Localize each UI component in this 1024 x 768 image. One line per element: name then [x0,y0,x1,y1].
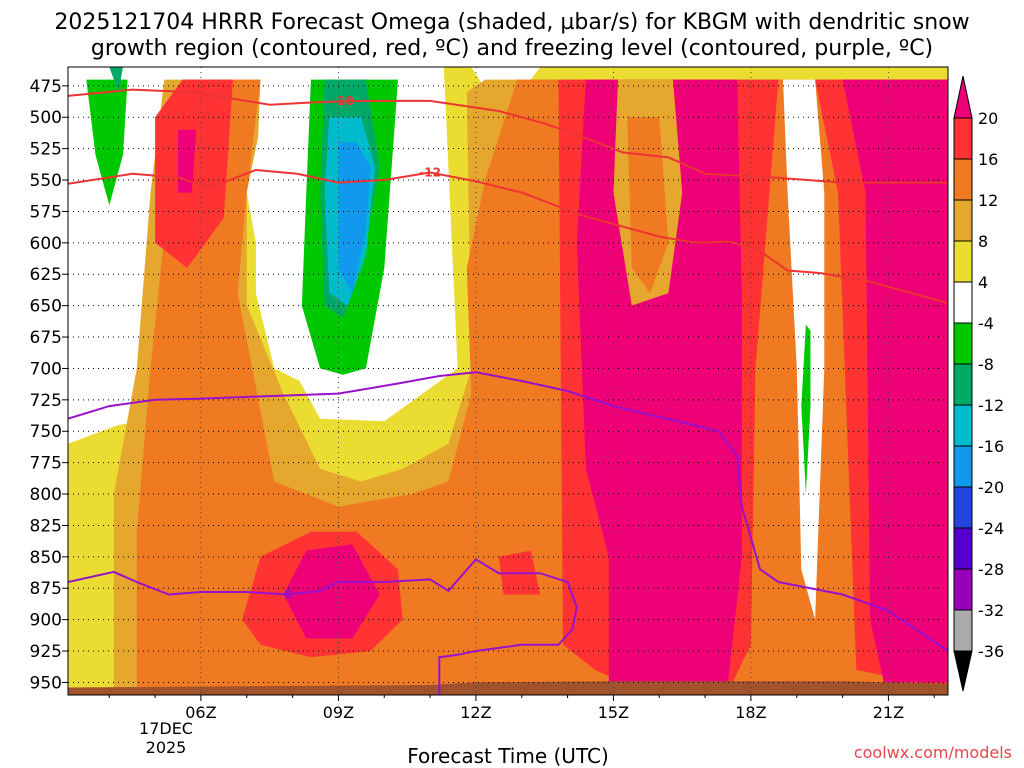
x-tick-label: 21Z [873,703,904,722]
y-tick-label: 775 [30,454,62,474]
colorbar-bottom-arrow [953,650,973,692]
y-tick-label: 525 [30,140,62,160]
colorbar-tick-label: -28 [978,560,1004,579]
colorbar-segment [953,322,973,365]
y-tick-label: 650 [30,297,62,317]
x-tick-label: 06Z [185,703,216,722]
colorbar-segment [953,117,973,160]
y-tick-label: 600 [30,234,62,254]
date-label-line2: 2025 [146,738,187,757]
omega-region-magenta [178,129,197,193]
colorbar-segment [953,609,973,652]
colorbar-tick-label: 20 [978,109,998,128]
freezing-level-contour [68,371,948,652]
omega-region-blue [338,142,371,294]
omega-region-teal [109,67,123,93]
y-tick-label: 900 [30,611,62,631]
dgz-contour [68,168,948,305]
y-tick-label: 950 [30,673,62,693]
omega-region-magenta [842,79,948,683]
colorbar-tick-label: -36 [978,642,1004,661]
x-tick-label: 18Z [735,703,766,722]
y-tick-label: 750 [30,422,62,442]
y-axis: 475 500 525 550 575 600 625 650 675 700 725 750 775 8… [30,77,68,693]
chart-title-line1: 2025121704 HRRR Forecast Omega (shaded, … [54,10,969,35]
credit-text: coolwx.com/models [854,743,1012,762]
colorbar-segment [953,527,973,570]
omega-region-green [801,324,811,494]
plot-frame [67,66,949,696]
colorbar-tick-label: -20 [978,478,1004,497]
y-tick-label: 800 [30,485,62,505]
colorbar-segment [953,363,973,406]
y-tick-label: 625 [30,265,62,285]
dgz-contour-label: -18 [332,94,354,108]
colorbar-segment [953,199,973,242]
freezing-level-contour [68,558,578,695]
dgz-contour-label: -12 [419,166,441,180]
x-tick-label: 09Z [323,703,354,722]
y-tick-label: 575 [30,202,62,222]
x-axis: 06Z 09Z 12Z 15Z 18Z 21Z [108,695,935,722]
x-tick-label: 15Z [598,703,629,722]
omega-region-red [155,79,233,268]
omega-region-magenta [283,544,380,639]
colorbar-tick-label: -24 [978,519,1004,538]
y-tick-label: 675 [30,328,62,348]
date-label: 17DEC 2025 [139,719,193,757]
colorbar-segment [953,568,973,611]
omega-region-orange [627,117,669,294]
colorbar-segment [953,404,973,447]
colorbar-tick-label: 12 [978,191,998,210]
colorbar-segment [953,240,973,283]
colorbar-tick-label: -4 [978,314,994,333]
y-tick-label: 700 [30,359,62,379]
date-label-line1: 17DEC [139,719,193,738]
omega-region-white [783,79,825,620]
colorbar-top-arrow [953,75,973,119]
contour-lines: -18 -12 0 [68,88,948,695]
colorbar-segment [953,158,973,201]
y-tick-label: 725 [30,391,62,411]
colorbar-segment [953,281,973,324]
plot-area: -18 -12 0 [68,67,948,695]
colorbar: 20 16 12 8 4 -4 -8 -12 -16 -20 -24 -28 -32 -36 [953,75,1004,692]
y-tick-label: 850 [30,548,62,568]
y-tick-label: 475 [30,77,62,97]
colorbar-tick-label: -16 [978,437,1004,456]
freezing-level-contour-label: 0 [284,588,292,602]
colorbar-tick-label: 16 [978,150,998,169]
dgz-contour [68,88,948,184]
colorbar-segment [953,445,973,488]
omega-shading [68,67,948,695]
chart-title-line2: growth region (contoured, red, ºC) and f… [91,36,933,61]
colorbar-tick-label: -12 [978,396,1004,415]
colorbar-tick-label: -32 [978,601,1004,620]
y-tick-label: 500 [30,108,62,128]
y-tick-label: 825 [30,516,62,536]
colorbar-tick-label: -8 [978,355,994,374]
colorbar-segment [953,486,973,529]
gridlines [68,67,948,695]
x-tick-label: 12Z [460,703,491,722]
colorbar-tick-label: 4 [978,273,988,292]
colorbar-tick-label: 8 [978,232,988,251]
omega-region-green [86,79,128,206]
y-tick-label: 925 [30,642,62,662]
omega-region-magenta [576,79,742,683]
y-tick-label: 875 [30,579,62,599]
y-tick-label: 550 [30,171,62,191]
x-axis-label: Forecast Time (UTC) [407,744,609,768]
omega-region-ground [68,681,948,695]
